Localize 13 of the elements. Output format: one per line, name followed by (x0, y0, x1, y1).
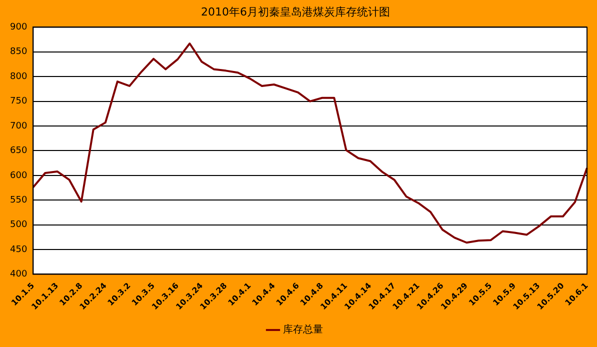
legend-label: 库存总量 (283, 324, 323, 336)
y-tick-label: 800 (10, 72, 28, 82)
y-tick-label: 500 (10, 220, 28, 230)
y-tick-label: 700 (10, 121, 28, 132)
y-tick-label: 650 (10, 146, 28, 156)
y-tick-label: 400 (10, 270, 28, 280)
y-tick-label: 450 (10, 244, 28, 255)
y-tick-label: 600 (10, 170, 28, 181)
y-tick-label: 900 (10, 22, 28, 33)
y-tick-label: 850 (10, 47, 28, 58)
y-tick-label: 750 (10, 96, 28, 107)
chart-title: 2010年6月初秦皇岛港煤炭库存统计图 (201, 5, 390, 18)
y-tick-label: 550 (10, 195, 28, 206)
